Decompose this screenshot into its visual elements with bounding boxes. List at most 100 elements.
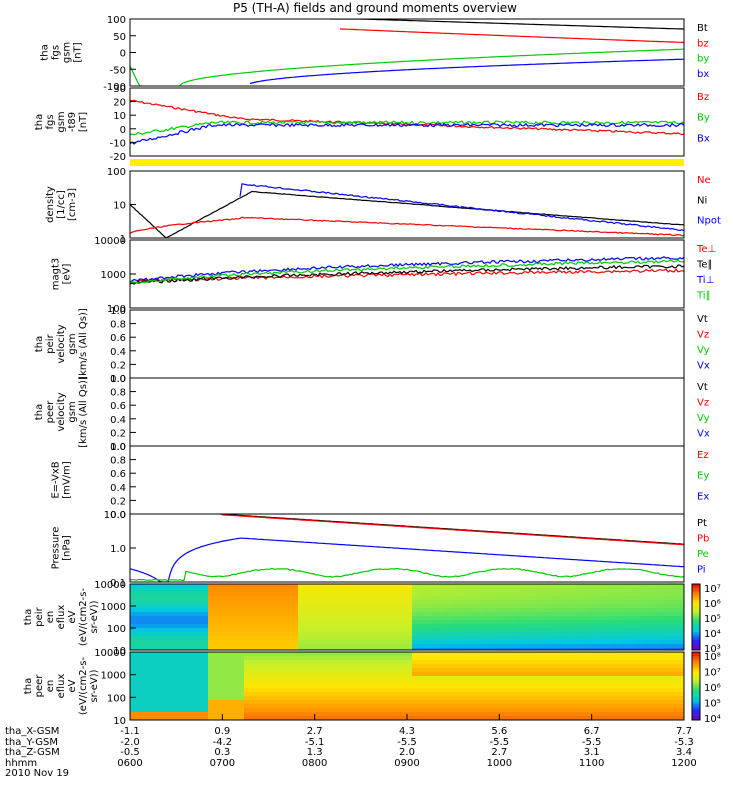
spectrogram-cell — [244, 656, 251, 661]
spectrogram-cell — [310, 684, 317, 689]
y-tick-label: 30 — [113, 84, 126, 95]
spectrogram-cell — [478, 588, 485, 593]
spectrogram-cell — [232, 688, 239, 693]
spectrogram-cell — [388, 628, 395, 633]
colorbar-label: 10⁸ — [704, 652, 721, 663]
colorbar-cell — [692, 678, 700, 681]
spectrogram-cell — [574, 676, 581, 681]
spectrogram-cell — [316, 612, 323, 617]
y-label-line: eV — [67, 679, 78, 692]
spectrogram-cell — [442, 632, 449, 637]
spectrogram-cell — [136, 656, 143, 661]
spectrogram-cell — [184, 700, 191, 705]
spectrogram-cell — [400, 660, 407, 665]
spectrogram-cell — [328, 668, 335, 673]
spectrogram-cell — [394, 608, 401, 613]
spectrogram-cell — [598, 644, 605, 649]
spectrogram-cell — [364, 684, 371, 689]
spectrogram-cell — [196, 652, 203, 657]
spectrogram-cell — [130, 644, 137, 649]
spectrogram-cell — [634, 604, 641, 609]
spectrogram-cell — [634, 652, 641, 657]
spectrogram-cell — [658, 596, 665, 601]
spectrogram-cell — [130, 712, 137, 717]
y-label-line: sr-eV)) — [89, 669, 100, 702]
spectrogram-cell — [544, 584, 551, 589]
spectrogram-cell — [490, 620, 497, 625]
spectrogram-cell — [280, 652, 287, 657]
spectrogram-cell — [538, 620, 545, 625]
spectrogram-cell — [478, 664, 485, 669]
spectrogram-cell — [226, 668, 233, 673]
spectrogram-cell — [202, 704, 209, 709]
spectrogram-cell — [340, 648, 347, 650]
spectrogram-cell — [520, 716, 527, 720]
spectrogram-cell — [544, 704, 551, 709]
spectrogram-cell — [496, 652, 503, 657]
spectrogram-cell — [376, 588, 383, 593]
spectrogram-cell — [364, 708, 371, 713]
spectrogram-cell — [232, 596, 239, 601]
spectrogram-cell — [484, 596, 491, 601]
spectrogram-cell — [382, 608, 389, 613]
spectrogram-cell — [664, 584, 671, 589]
spectrogram-cell — [280, 664, 287, 669]
spectrogram-cell — [514, 604, 521, 609]
spectrogram-cell — [136, 716, 143, 720]
spectrogram-cell — [634, 688, 641, 693]
spectrogram-cell — [622, 624, 629, 629]
spectrogram-cell — [142, 616, 149, 621]
spectrogram-cell — [466, 584, 473, 589]
colorbar-cell — [692, 666, 700, 669]
spectrogram-cell — [274, 656, 281, 661]
spectrogram-cell — [148, 696, 155, 701]
spectrogram-cell — [238, 664, 245, 669]
spectrogram-cell — [232, 636, 239, 641]
y-axis-label: tha fgs gsm [nT] — [40, 42, 84, 63]
spectrogram-cell — [460, 612, 467, 617]
y-label-line: peir — [34, 606, 45, 626]
spectrogram-cell — [358, 624, 365, 629]
spectrogram-cell — [352, 700, 359, 705]
spectrogram-cell — [640, 636, 647, 641]
spectrogram-cell — [514, 672, 521, 677]
spectrogram-cell — [292, 680, 299, 685]
spectrogram-cell — [262, 656, 269, 661]
spectrogram-cell — [466, 708, 473, 713]
spectrogram-cell — [394, 652, 401, 657]
spectrogram-cell — [616, 708, 623, 713]
spectrogram-cell — [550, 676, 557, 681]
spectrogram-cell — [256, 588, 263, 593]
spectrogram-cell — [370, 644, 377, 649]
spectrogram-cell — [262, 632, 269, 637]
spectrogram-cell — [460, 600, 467, 605]
spectrogram-cell — [646, 672, 653, 677]
spectrogram-cell — [298, 644, 305, 649]
spectrogram-cell — [238, 712, 245, 717]
spectrogram-cell — [484, 656, 491, 661]
spectrogram-cell — [340, 600, 347, 605]
spectrogram-cell — [328, 588, 335, 593]
spectrogram-cell — [388, 588, 395, 593]
spectrogram-cell — [232, 584, 239, 589]
spectrogram-cell — [562, 584, 569, 589]
spectrogram-cell — [136, 672, 143, 677]
spectrogram-cell — [508, 672, 515, 677]
spectrogram-cell — [376, 684, 383, 689]
spectrogram-cell — [304, 644, 311, 649]
x-tick-label: 2.0 — [399, 747, 415, 758]
spectrogram-cell — [562, 652, 569, 657]
spectrogram-cell — [418, 620, 425, 625]
spectrogram-cell — [562, 668, 569, 673]
spectrogram-cell — [322, 616, 329, 621]
spectrogram-cell — [616, 660, 623, 665]
spectrogram-cell — [274, 644, 281, 649]
spectrogram-cell — [190, 672, 197, 677]
spectrogram-cell — [556, 600, 563, 605]
spectrogram-cell — [322, 680, 329, 685]
spectrogram-cell — [304, 640, 311, 645]
spectrogram-cell — [424, 620, 431, 625]
spectrogram-cell — [370, 692, 377, 697]
spectrogram-cell — [220, 600, 227, 605]
x-tick-label: 2.7 — [306, 726, 323, 737]
